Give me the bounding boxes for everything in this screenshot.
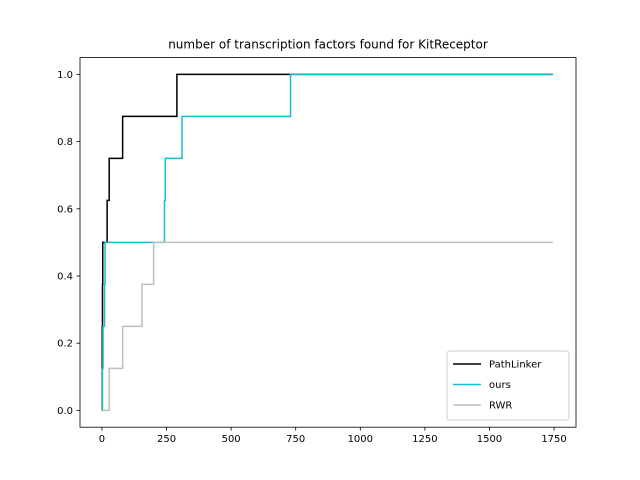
- chart-title: number of transcription factors found fo…: [168, 38, 488, 52]
- series-layer: [101, 73, 553, 412]
- y-tick-label: 1.0: [57, 70, 73, 81]
- x-tick-label: 1500: [477, 434, 502, 445]
- series-line-rwr: [101, 241, 553, 412]
- y-axis: 0.0 0.2 0.4 0.6 0.8 1.0: [57, 70, 80, 417]
- plot-frame: [79, 57, 577, 428]
- legend-label: RWR: [489, 401, 512, 412]
- y-tick-label: 0.6: [57, 204, 73, 215]
- series-line-ours: [101, 73, 553, 412]
- x-tick-label: 0: [99, 434, 105, 445]
- x-axis: 0 250 500 750 1000 1250 1500 1750: [99, 427, 567, 445]
- x-tick-label: 500: [222, 434, 241, 445]
- legend-label: PathLinker: [489, 360, 542, 371]
- legend-label: ours: [489, 380, 511, 391]
- legend: PathLinker ours RWR: [446, 350, 570, 421]
- legend-box: [446, 350, 570, 421]
- x-tick-label: 250: [157, 434, 176, 445]
- y-tick-label: 0.4: [57, 272, 73, 283]
- x-tick-label: 1000: [348, 434, 373, 445]
- y-tick-label: 0.8: [57, 137, 73, 148]
- x-tick-label: 1750: [541, 434, 566, 445]
- y-tick-label: 0.0: [57, 406, 73, 417]
- x-tick-label: 1250: [412, 434, 437, 445]
- x-tick-label: 750: [286, 434, 305, 445]
- y-tick-label: 0.2: [57, 339, 73, 350]
